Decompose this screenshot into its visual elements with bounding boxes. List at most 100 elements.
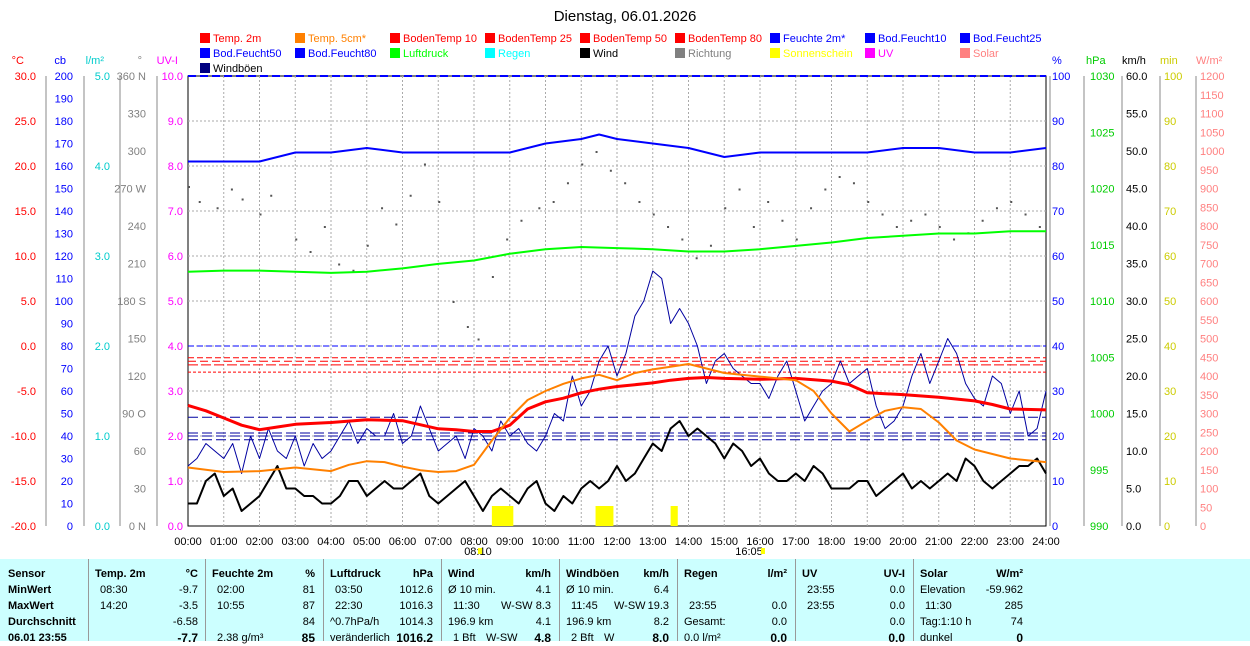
wind-direction-dot xyxy=(824,188,827,191)
wind-direction-dot xyxy=(216,207,219,210)
cb-axis-tick: 200 xyxy=(55,71,73,83)
wind-axis-tick: 40.0 xyxy=(1126,221,1147,233)
wind-direction-dot xyxy=(381,207,384,210)
legend-item: Regen xyxy=(498,48,530,60)
x-tick-label: 19:00 xyxy=(853,536,881,548)
x-tick-label: 17:00 xyxy=(782,536,810,548)
uv-axis-tick: 9.0 xyxy=(168,116,183,128)
legend-item: UV xyxy=(878,48,894,60)
stats-cell: Elevation xyxy=(920,584,966,596)
pressure-axis-tick: 990 xyxy=(1090,521,1108,533)
wind-direction-dot xyxy=(924,213,927,216)
wind-axis-tick: 45.0 xyxy=(1126,184,1147,196)
x-tick-label: 04:00 xyxy=(317,536,345,548)
stats-cell: 0.0 xyxy=(771,616,787,628)
uv-axis-tick: 6.0 xyxy=(168,251,183,263)
wind-direction-dot xyxy=(438,201,441,203)
uv-axis-tick: 2.0 xyxy=(168,431,183,443)
stats-cell: 03:50 xyxy=(335,584,363,596)
temp-axis-tick: -5.0 xyxy=(17,386,36,398)
stats-cell: 0.0 xyxy=(889,584,905,596)
x-tick-label: 00:00 xyxy=(174,536,202,548)
stats-row-label: Durchschnitt xyxy=(8,616,76,628)
cb-axis-tick: 50 xyxy=(61,409,73,421)
cb-axis-tick: 30 xyxy=(61,454,73,466)
temp-axis-tick: 30.0 xyxy=(15,71,36,83)
axis-unit-label: UV-I xyxy=(157,55,178,67)
solar-axis-tick: 550 xyxy=(1200,315,1218,327)
axis-unit-label: ° xyxy=(138,55,142,67)
cb-axis-tick: 140 xyxy=(55,206,73,218)
axis-unit-label: cb xyxy=(54,55,66,67)
wind-direction-dot xyxy=(566,182,569,185)
wind-direction-dot xyxy=(838,176,841,178)
temp-axis-tick: 10.0 xyxy=(15,251,36,263)
wind-direction-dot xyxy=(910,219,913,222)
stats-cell: 23:55 xyxy=(689,600,717,612)
stats-cell: 1014.3 xyxy=(399,616,433,628)
x-tick-label: 02:00 xyxy=(246,536,274,548)
solar-axis-tick: 350 xyxy=(1200,390,1218,402)
cb-axis-tick: 170 xyxy=(55,139,73,151)
legend-swatch xyxy=(770,48,780,58)
humidity-axis-tick: 100 xyxy=(1052,71,1070,83)
legend-swatch xyxy=(865,33,875,43)
x-tick-label: 09:00 xyxy=(496,536,524,548)
stats-temp-header: Temp. 2m xyxy=(95,568,146,580)
x-tick-label: 13:00 xyxy=(639,536,667,548)
sunshine-axis-tick: 50 xyxy=(1164,296,1176,308)
legend-item: BodenTemp 80 xyxy=(688,33,762,45)
humidity-axis-tick: 50 xyxy=(1052,296,1064,308)
direction-axis-tick: 270 W xyxy=(114,184,146,196)
legend-swatch xyxy=(770,33,780,43)
rain-axis-tick: 3.0 xyxy=(95,251,110,263)
stats-cell: 19.3 xyxy=(647,600,669,612)
x-tick-label: 20:00 xyxy=(889,536,917,548)
stats-gust-header: Windböen xyxy=(566,568,620,580)
stats-cell: 11:30 xyxy=(453,600,480,612)
rain-axis-tick: 4.0 xyxy=(95,161,110,173)
direction-axis-tick: 330 xyxy=(128,109,146,121)
wind-direction-dot xyxy=(395,223,398,226)
solar-axis-tick: 300 xyxy=(1200,409,1218,421)
wind-direction-dot xyxy=(738,188,741,191)
x-tick-label: 03:00 xyxy=(281,536,309,548)
stats-wind-unit: km/h xyxy=(525,568,551,580)
x-tick-label: 06:00 xyxy=(389,536,417,548)
wind-direction-dot xyxy=(595,151,598,153)
legend-item: Wind xyxy=(593,48,618,60)
stats-cell: 0 xyxy=(1016,631,1023,645)
legend-item: Luftdruck xyxy=(403,48,449,60)
sunshine-bar xyxy=(595,506,614,526)
x-tick-label: 14:00 xyxy=(675,536,703,548)
wind-direction-dot xyxy=(323,226,326,228)
humidity-axis-tick: 10 xyxy=(1052,476,1064,488)
wind-direction-dot xyxy=(895,226,898,228)
cb-axis-tick: 20 xyxy=(61,476,73,488)
sunshine-axis-tick: 60 xyxy=(1164,251,1176,263)
sunshine-axis-tick: 10 xyxy=(1164,476,1176,488)
stats-solar-column: Solar W/m² Elevation -59.962 11:30 285 T… xyxy=(920,559,1025,645)
stats-cell: 0.0 xyxy=(888,631,905,645)
wind-direction-dot xyxy=(230,188,233,191)
x-tick-label: 12:00 xyxy=(603,536,631,548)
wind-direction-dot xyxy=(695,257,698,260)
stats-cell: 4.1 xyxy=(535,584,551,596)
temp-axis-tick: 0.0 xyxy=(21,341,36,353)
wind-direction-dot xyxy=(767,201,770,203)
stats-cell: 1016.3 xyxy=(399,600,433,612)
wind-direction-dot xyxy=(409,194,412,197)
solar-axis-tick: 500 xyxy=(1200,334,1218,346)
direction-axis-tick: 240 xyxy=(128,221,146,233)
humidity-axis-tick: 40 xyxy=(1052,341,1064,353)
sunset-marker xyxy=(760,548,765,554)
wind-axis-tick: 35.0 xyxy=(1126,259,1147,271)
stats-cell: 1 Bft xyxy=(453,632,476,644)
stats-wind-column: Wind km/h Ø 10 min. 4.1 11:30 W-SW 8.3 1… xyxy=(448,559,553,645)
direction-axis-tick: 150 xyxy=(128,334,146,346)
wind-direction-dot xyxy=(198,201,201,203)
legend-item: BodenTemp 50 xyxy=(593,33,667,45)
axis-unit-label: °C xyxy=(12,55,24,67)
stats-cell: 87 xyxy=(302,600,315,612)
stats-cell: 4.1 xyxy=(535,616,551,628)
